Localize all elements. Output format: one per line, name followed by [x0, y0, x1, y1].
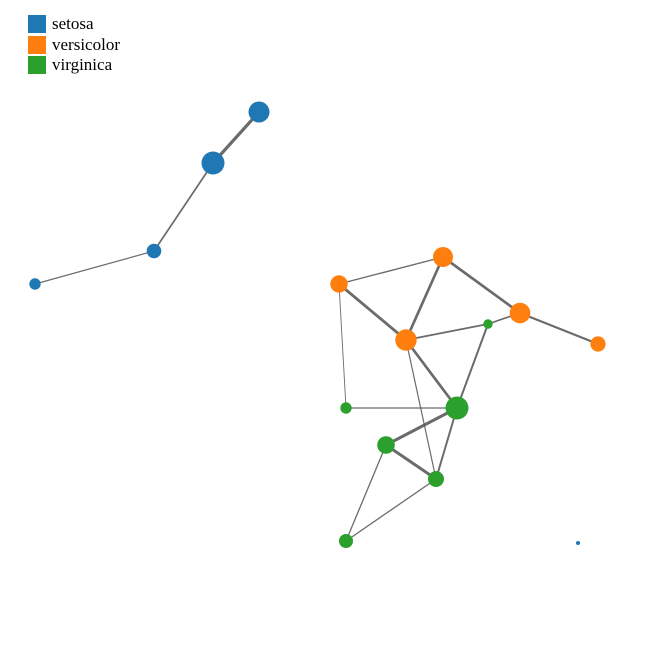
edge-g3-g4 — [385, 406, 458, 447]
legend-label-virginica: virginica — [52, 55, 113, 74]
edge-g4-g6 — [345, 444, 387, 542]
edge-v2-v3 — [338, 282, 407, 342]
edge-v4-v5 — [519, 312, 599, 345]
node-s4-setosa[interactable] — [29, 278, 41, 290]
edge-g1-g3 — [456, 323, 489, 409]
legend-item-versicolor: versicolor — [28, 34, 120, 54]
legend: setosa versicolor virginica — [28, 15, 120, 74]
node-v4-versicolor[interactable] — [509, 302, 531, 324]
edge-g4-g5 — [385, 443, 437, 481]
legend-label-setosa: setosa — [52, 14, 94, 33]
edge-g5-g6 — [345, 478, 437, 542]
node-s1-setosa[interactable] — [248, 101, 270, 123]
legend-swatch-versicolor — [28, 35, 46, 54]
legend-swatch-virginica — [28, 56, 46, 74]
node-g6-virginica[interactable] — [339, 534, 353, 548]
legend-label-versicolor: versicolor — [52, 34, 120, 54]
edge-v3-g5 — [405, 339, 437, 480]
node-s5-setosa[interactable] — [576, 541, 580, 545]
node-g5-virginica[interactable] — [428, 471, 444, 487]
legend-swatch-setosa — [28, 15, 46, 33]
edge-g3-g5 — [435, 407, 458, 480]
edge-v1-v4 — [442, 255, 521, 315]
edge-s2-s3 — [153, 162, 214, 252]
edge-v3-g3 — [404, 339, 459, 409]
legend-item-virginica: virginica — [28, 56, 120, 74]
node-s3-setosa[interactable] — [146, 243, 162, 259]
edge-v2-g2 — [338, 283, 347, 409]
edge-v1-v2 — [338, 256, 444, 285]
edge-v3-g1 — [405, 323, 489, 341]
edge-v1-v3 — [404, 256, 445, 341]
node-v3-versicolor[interactable] — [395, 329, 417, 351]
node-g3-virginica[interactable] — [445, 396, 469, 420]
node-g4-virginica[interactable] — [377, 436, 395, 454]
node-s2-setosa[interactable] — [201, 151, 225, 175]
legend-item-setosa: setosa — [28, 15, 120, 33]
node-v1-versicolor[interactable] — [433, 247, 453, 267]
node-g2-virginica[interactable] — [340, 402, 352, 414]
node-g1-virginica[interactable] — [483, 319, 493, 329]
node-v2-versicolor[interactable] — [330, 275, 348, 293]
edge-s3-s4 — [34, 250, 155, 285]
node-v5-versicolor[interactable] — [590, 336, 606, 352]
